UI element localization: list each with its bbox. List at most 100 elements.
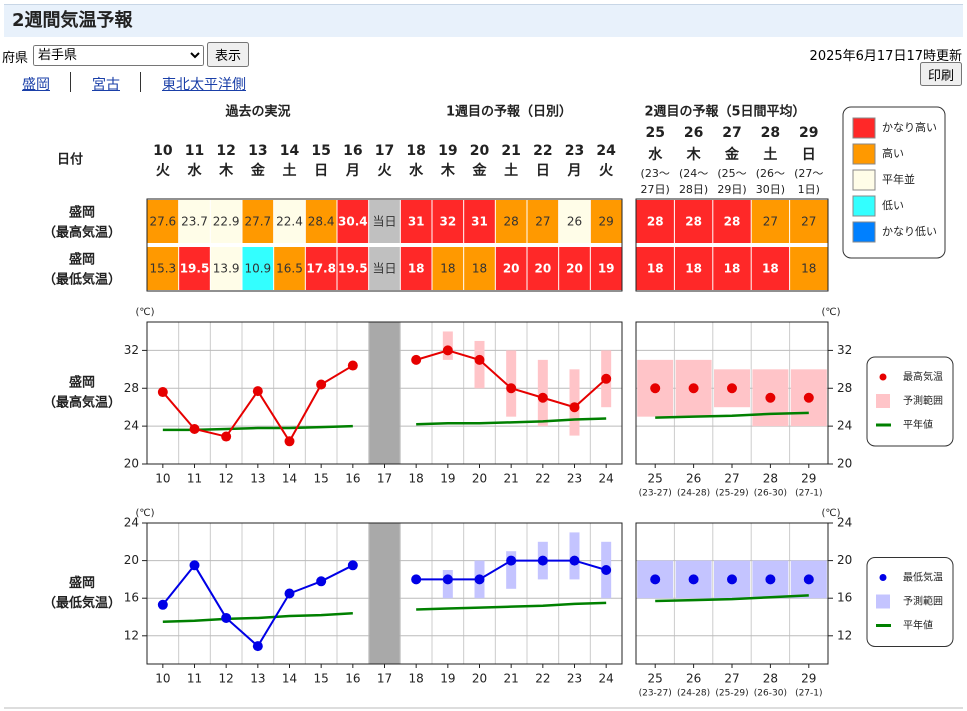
cell <box>636 200 674 243</box>
day: 28 <box>761 125 780 141</box>
cell <box>495 247 527 290</box>
cell-value: 10.9 <box>244 262 271 276</box>
x-tick-label: 18 <box>409 672 424 686</box>
y-tick-label: 20 <box>837 457 852 471</box>
prefecture-label: 府県 <box>2 51 29 66</box>
day: 29 <box>799 125 818 141</box>
point <box>442 574 453 585</box>
point <box>506 555 517 566</box>
cell <box>369 200 400 243</box>
cell-value: 28 <box>647 215 664 229</box>
legend-label: 予測範囲 <box>903 595 943 608</box>
period: 1日) <box>798 183 820 196</box>
station-link[interactable]: 盛岡 <box>22 77 50 93</box>
panel-border <box>635 522 829 665</box>
forecast-area: 過去の実況 1週目の予報（日別） 2週目の予報（5日間平均）日付10火11水12木1… <box>4 104 963 709</box>
period: (24～ <box>679 167 708 180</box>
cell-value: 18 <box>408 262 425 276</box>
cell <box>432 200 464 243</box>
x-tick-label: 13 <box>250 672 265 686</box>
cell <box>713 200 751 243</box>
point <box>284 588 295 599</box>
point <box>189 560 200 571</box>
day: 24 <box>596 143 616 159</box>
region-link[interactable]: 東北太平洋側 <box>162 77 246 93</box>
unit-label: (℃) <box>135 307 154 318</box>
point <box>601 373 612 384</box>
day: 12 <box>216 143 235 159</box>
point <box>221 431 232 442</box>
x-sublabel: (27-1) <box>795 489 822 499</box>
x-tick-label: 21 <box>504 472 519 486</box>
weekday: 金 <box>250 162 266 179</box>
weekday: 金 <box>472 162 488 179</box>
separator <box>70 72 71 92</box>
cell-value: 18 <box>762 262 779 276</box>
x-tick-label: 27 <box>724 672 739 686</box>
weekday: 火 <box>599 163 614 179</box>
cell <box>400 247 432 290</box>
cell-value: 18 <box>440 262 455 276</box>
point <box>803 392 814 403</box>
cell-value: 19.5 <box>180 262 210 276</box>
point <box>569 402 580 413</box>
legend-swatch <box>852 221 876 243</box>
point <box>157 387 168 398</box>
cell-value: 18 <box>685 262 702 276</box>
table-border <box>635 198 829 292</box>
x-sublabel: (25-29) <box>715 689 748 699</box>
cell <box>713 247 751 290</box>
point <box>537 392 548 403</box>
cell <box>274 247 305 290</box>
x-tick-label: 11 <box>187 672 202 686</box>
day: 23 <box>565 143 584 159</box>
period: 28日) <box>679 183 708 196</box>
weekday: 土 <box>504 162 518 179</box>
legend-swatch <box>852 169 876 191</box>
point <box>347 360 358 371</box>
x-tick-label: 11 <box>187 472 202 486</box>
period: 27日) <box>641 183 670 196</box>
point <box>765 392 776 403</box>
cell <box>179 200 210 243</box>
station-link[interactable]: 宮古 <box>92 77 120 93</box>
x-sublabel: (27-1) <box>795 689 822 699</box>
point <box>601 565 612 575</box>
y-tick-label: 20 <box>124 553 139 567</box>
y-tick-label: 12 <box>124 628 139 642</box>
day: 16 <box>343 143 362 159</box>
y-tick-label: 16 <box>837 591 852 605</box>
cell <box>147 200 179 243</box>
x-tick-label: 22 <box>535 672 550 686</box>
y-tick-label: 28 <box>837 381 852 395</box>
point <box>347 560 358 571</box>
cell-value: 20 <box>534 262 551 276</box>
day: 18 <box>406 143 425 159</box>
legend-label: 高い <box>882 146 904 160</box>
cell-value: 15.3 <box>149 262 176 276</box>
cell-value: 18 <box>724 262 741 276</box>
weekday: 日 <box>536 163 550 179</box>
x-tick-label: 12 <box>219 472 234 486</box>
weekday: 月 <box>345 163 360 179</box>
cell-value: 13.9 <box>213 262 240 276</box>
cell-value: 29 <box>599 215 614 229</box>
chart-label: （最高気温） <box>43 395 121 411</box>
point <box>221 612 232 623</box>
print-button[interactable]: 印刷 <box>920 62 962 86</box>
weekday: 木 <box>218 162 234 179</box>
weekday: 火 <box>156 163 171 179</box>
point <box>189 423 200 434</box>
updated-time: 2025年6月17日17時更新 <box>809 49 962 64</box>
legend-label: 平年値 <box>903 418 933 431</box>
prefecture-select[interactable]: 岩手県 <box>33 45 204 66</box>
cell <box>210 200 242 243</box>
x-tick-label: 19 <box>440 472 455 486</box>
cell <box>400 200 432 243</box>
weekday: 水 <box>409 162 424 179</box>
cell-value: 26 <box>567 215 582 229</box>
point <box>316 576 327 587</box>
legend-swatch <box>879 373 887 381</box>
x-tick-label: 18 <box>409 472 424 486</box>
show-button[interactable]: 表示 <box>207 42 249 67</box>
